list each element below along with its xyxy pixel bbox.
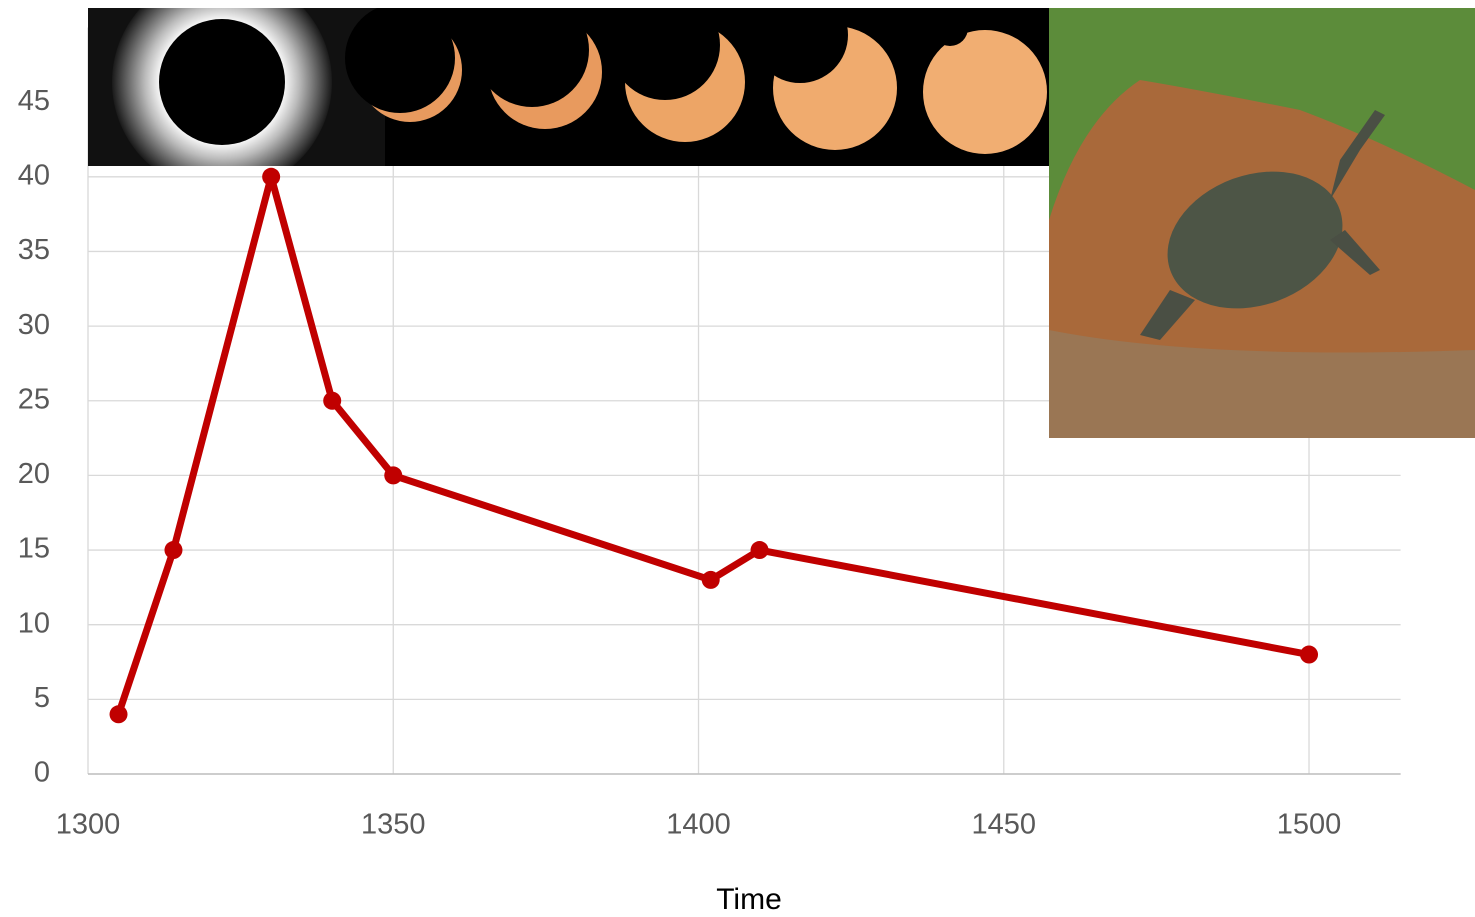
marker [109,705,128,724]
line [115,173,1310,716]
marker [701,570,720,589]
turtle-image [1049,8,1475,438]
y-tick-label: 0 [34,757,50,789]
y-tick-label: 45 [18,85,50,117]
eclipse-image [88,8,1049,166]
x-tick-label: 1400 [666,809,731,841]
plot-area: 0 5 10 15 20 25 30 35 40 45 1300 1350 1400 1450 1500 [18,27,1401,841]
x-tick-label: 1300 [56,809,121,841]
marker [1300,645,1319,664]
marker [384,466,403,485]
x-tick-label: 1450 [972,809,1037,841]
y-tick-label: 40 [18,159,50,191]
y-tick-label: 30 [18,309,50,341]
marker [164,541,183,560]
y-tick-label: 10 [18,607,50,639]
y-tick-label: 20 [18,458,50,490]
marker [323,391,342,410]
marker [750,541,769,560]
y-tick-label: 5 [34,682,50,714]
x-tick-label: 1500 [1277,809,1342,841]
marker [262,167,281,186]
y-tick-label: 25 [18,383,50,415]
x-axis-label: Time [716,883,782,916]
y-tick-label: 15 [18,533,50,565]
y-tick-label: 35 [18,234,50,266]
x-tick-label: 1350 [361,809,426,841]
